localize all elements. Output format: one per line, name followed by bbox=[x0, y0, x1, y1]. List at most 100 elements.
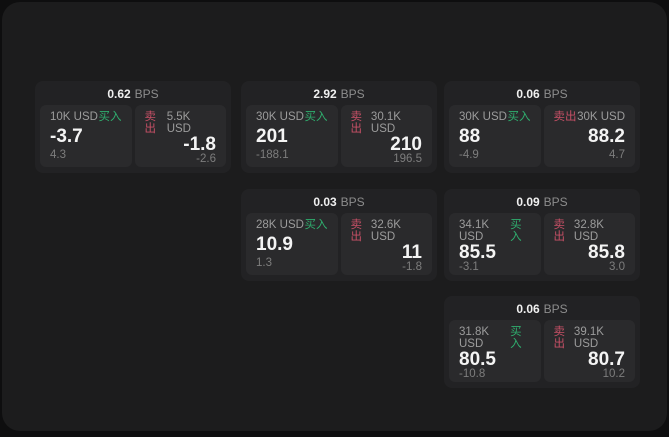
quote-card: 0.06 BPS 30K USD 买入 88 -4.9 卖出 30K USD 8… bbox=[444, 81, 640, 173]
card-header: 2.92 BPS bbox=[241, 81, 437, 105]
sell-sub-value: 196.5 bbox=[393, 153, 422, 165]
sell-size: 5.5K USD bbox=[166, 111, 191, 135]
sell-size: 32.6K USD bbox=[370, 219, 401, 243]
sell-panel-header: 卖出 32.6K USD bbox=[350, 219, 423, 243]
buy-size: 28K USD bbox=[256, 219, 304, 231]
buy-sub-value: 1.3 bbox=[256, 256, 272, 269]
buy-tag: 买入 bbox=[510, 219, 522, 243]
sell-panel-header: 卖出 39.1K USD bbox=[553, 326, 626, 350]
buy-sub-value: -4.9 bbox=[459, 148, 479, 161]
card-header: 0.03 BPS bbox=[241, 189, 437, 213]
buy-tag: 买入 bbox=[304, 111, 328, 123]
sell-price: 88.2 bbox=[588, 126, 625, 147]
sell-panel[interactable]: 卖出 32.8K USD 85.8 3.0 bbox=[543, 213, 635, 275]
sell-tag: 卖出 bbox=[350, 219, 363, 243]
sell-tag: 卖出 bbox=[553, 219, 566, 243]
buy-panel-header: 28K USD 买入 bbox=[256, 219, 328, 232]
bps-unit-label: BPS bbox=[340, 194, 365, 209]
quote-card: 0.62 BPS 10K USD 买入 -3.7 4.3 卖出 5.5K USD… bbox=[35, 81, 231, 173]
buy-tag: 买入 bbox=[98, 111, 122, 123]
bps-unit-label: BPS bbox=[340, 86, 365, 101]
buy-size: 34.1K USD bbox=[459, 219, 490, 243]
sell-panel[interactable]: 卖出 39.1K USD 80.7 10.2 bbox=[543, 320, 635, 382]
bps-value: 2.92 bbox=[313, 86, 337, 101]
buy-panel[interactable]: 34.1K USD 买入 85.5 -3.1 bbox=[449, 213, 541, 275]
buy-panel-header: 31.8K USD 买入 bbox=[459, 326, 531, 350]
buy-panel-header: 10K USD 买入 bbox=[50, 111, 122, 124]
buy-size: 30K USD bbox=[256, 111, 304, 123]
bps-value: 0.62 bbox=[107, 86, 131, 101]
card-header: 0.06 BPS bbox=[444, 296, 640, 320]
bps-unit-label: BPS bbox=[134, 86, 159, 101]
quote-panels: 30K USD 买入 201 -188.1 卖出 30.1K USD 210 1… bbox=[241, 105, 437, 167]
sell-tag: 卖出 bbox=[553, 111, 577, 123]
bps-unit-label: BPS bbox=[543, 301, 568, 316]
quote-card: 0.03 BPS 28K USD 买入 10.9 1.3 卖出 32.6K US… bbox=[241, 189, 437, 281]
quote-panels: 30K USD 买入 88 -4.9 卖出 30K USD 88.2 4.7 bbox=[444, 105, 640, 167]
app-panel: 0.62 BPS 10K USD 买入 -3.7 4.3 卖出 5.5K USD… bbox=[2, 2, 667, 431]
buy-price: 88 bbox=[459, 126, 481, 147]
sell-sub-value: 10.2 bbox=[602, 368, 625, 380]
sell-tag: 卖出 bbox=[350, 111, 363, 135]
sell-sub-value: 3.0 bbox=[609, 261, 625, 273]
buy-sub-value: -188.1 bbox=[256, 148, 289, 161]
sell-panel-header: 卖出 30.1K USD bbox=[350, 111, 423, 135]
buy-panel[interactable]: 28K USD 买入 10.9 1.3 bbox=[246, 213, 338, 275]
sell-panel-header: 卖出 32.8K USD bbox=[553, 219, 626, 243]
buy-tag: 买入 bbox=[507, 111, 531, 123]
quote-card: 0.09 BPS 34.1K USD 买入 85.5 -3.1 卖出 32.8K… bbox=[444, 189, 640, 281]
sell-panel[interactable]: 卖出 32.6K USD 11 -1.8 bbox=[340, 213, 432, 275]
bps-value: 0.06 bbox=[516, 301, 540, 316]
buy-sub-value: -10.8 bbox=[459, 368, 486, 380]
quote-card: 2.92 BPS 30K USD 买入 201 -188.1 卖出 30.1K … bbox=[241, 81, 437, 173]
sell-panel-header: 卖出 30K USD bbox=[553, 111, 626, 124]
sell-panel[interactable]: 卖出 30K USD 88.2 4.7 bbox=[543, 105, 635, 167]
buy-size: 10K USD bbox=[50, 111, 98, 123]
sell-sub-value: -1.8 bbox=[402, 261, 422, 273]
sell-panel[interactable]: 卖出 5.5K USD -1.8 -2.6 bbox=[134, 105, 226, 167]
sell-panel[interactable]: 卖出 30.1K USD 210 196.5 bbox=[340, 105, 432, 167]
sell-size: 30K USD bbox=[577, 111, 625, 123]
card-header: 0.06 BPS bbox=[444, 81, 640, 105]
quote-card: 0.06 BPS 31.8K USD 买入 80.5 -10.8 卖出 39.1… bbox=[444, 296, 640, 388]
bps-unit-label: BPS bbox=[543, 194, 568, 209]
bps-value: 0.03 bbox=[313, 194, 337, 209]
sell-size: 39.1K USD bbox=[573, 326, 604, 350]
buy-panel[interactable]: 10K USD 买入 -3.7 4.3 bbox=[40, 105, 132, 167]
buy-panel-header: 30K USD 买入 bbox=[256, 111, 328, 124]
sell-price: -1.8 bbox=[183, 134, 216, 155]
buy-panel[interactable]: 31.8K USD 买入 80.5 -10.8 bbox=[449, 320, 541, 382]
buy-panel-header: 34.1K USD 买入 bbox=[459, 219, 531, 243]
buy-panel[interactable]: 30K USD 买入 201 -188.1 bbox=[246, 105, 338, 167]
buy-sub-value: -3.1 bbox=[459, 261, 479, 273]
bps-unit-label: BPS bbox=[543, 86, 568, 101]
sell-price: 210 bbox=[390, 134, 422, 155]
buy-price: 80.5 bbox=[459, 349, 496, 370]
buy-panel-header: 30K USD 买入 bbox=[459, 111, 531, 124]
card-header: 0.09 BPS bbox=[444, 189, 640, 213]
buy-tag: 买入 bbox=[510, 326, 522, 350]
buy-size: 30K USD bbox=[459, 111, 507, 123]
buy-price: 10.9 bbox=[256, 234, 293, 255]
buy-price: -3.7 bbox=[50, 126, 83, 147]
sell-price: 11 bbox=[401, 242, 422, 263]
card-header: 0.62 BPS bbox=[35, 81, 231, 105]
buy-tag: 买入 bbox=[304, 219, 328, 231]
sell-price: 85.8 bbox=[588, 242, 625, 263]
sell-tag: 卖出 bbox=[144, 111, 157, 135]
quote-panels: 34.1K USD 买入 85.5 -3.1 卖出 32.8K USD 85.8… bbox=[444, 213, 640, 275]
buy-price: 85.5 bbox=[459, 242, 496, 263]
sell-sub-value: -2.6 bbox=[196, 153, 216, 165]
sell-size: 30.1K USD bbox=[370, 111, 401, 135]
quote-panels: 28K USD 买入 10.9 1.3 卖出 32.6K USD 11 -1.8 bbox=[241, 213, 437, 275]
buy-size: 31.8K USD bbox=[459, 326, 490, 350]
buy-panel[interactable]: 30K USD 买入 88 -4.9 bbox=[449, 105, 541, 167]
bps-value: 0.09 bbox=[516, 194, 540, 209]
sell-panel-header: 卖出 5.5K USD bbox=[144, 111, 217, 135]
sell-sub-value: 4.7 bbox=[609, 148, 625, 161]
buy-price: 201 bbox=[256, 126, 288, 147]
sell-size: 32.8K USD bbox=[573, 219, 604, 243]
sell-tag: 卖出 bbox=[553, 326, 566, 350]
buy-sub-value: 4.3 bbox=[50, 148, 66, 161]
bps-value: 0.06 bbox=[516, 86, 540, 101]
